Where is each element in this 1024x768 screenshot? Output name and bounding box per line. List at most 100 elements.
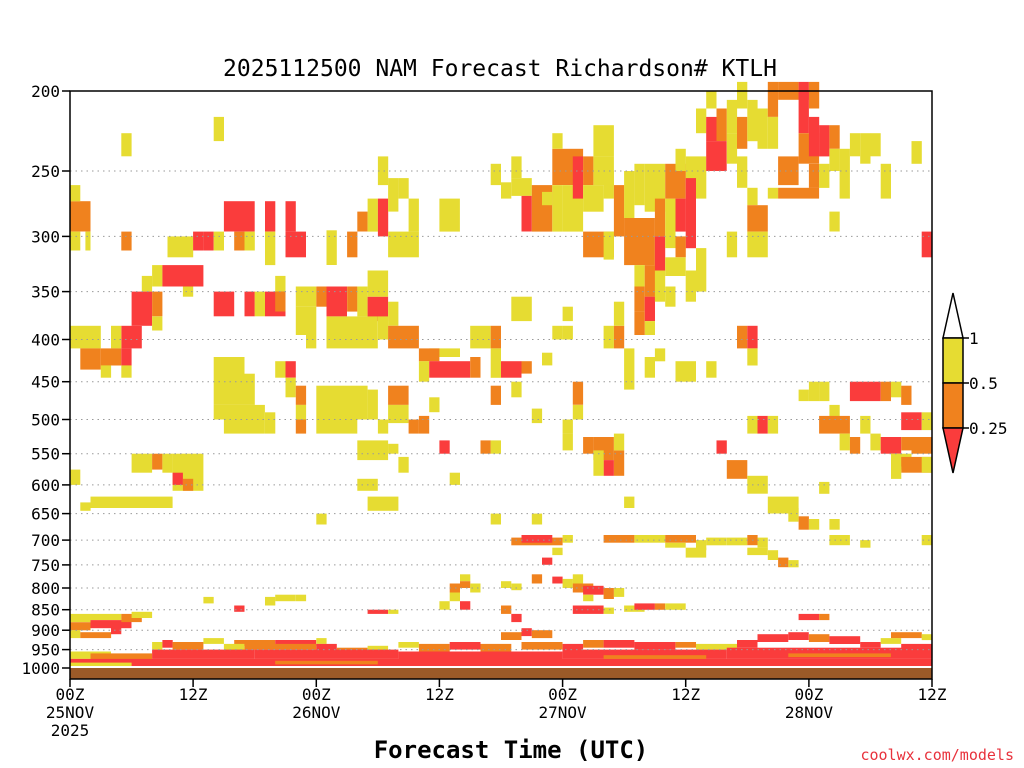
- ri-cell: [80, 348, 101, 370]
- ri-cell: [675, 198, 686, 232]
- ri-cell: [552, 576, 563, 584]
- ri-cell: [480, 643, 512, 652]
- ri-cell: [726, 537, 748, 546]
- ri-cell: [70, 658, 932, 668]
- ri-cell: [603, 588, 614, 599]
- ri-cell: [829, 519, 840, 530]
- ri-cell: [798, 91, 809, 134]
- ri-cell: [819, 163, 830, 188]
- ri-cell: [572, 574, 584, 584]
- ri-cell: [162, 640, 173, 648]
- ri-cell: [634, 603, 655, 610]
- legend-label: 0.25: [969, 419, 1008, 438]
- ri-cell: [901, 412, 922, 431]
- ri-cell: [685, 156, 696, 179]
- ri-cell: [870, 133, 881, 157]
- ri-cell: [593, 125, 614, 157]
- ri-cell: [388, 301, 399, 326]
- y-axis: 200 250 300 350 400 450 500 550 600 650 700 750 800 8…: [21, 82, 70, 678]
- ri-cell: [624, 496, 635, 508]
- legend-swatch: [942, 382, 964, 429]
- ri-cell: [747, 231, 768, 258]
- ri-cell: [326, 286, 347, 317]
- ri-cell: [654, 270, 666, 302]
- ri-cell: [367, 496, 399, 511]
- ri-cell: [470, 325, 491, 349]
- ri-cell: [706, 91, 717, 109]
- y-tick-label: 700: [31, 531, 60, 550]
- ri-cell: [829, 148, 840, 171]
- ri-cell: [234, 640, 276, 646]
- ri-cell: [726, 99, 738, 134]
- ri-cell: [388, 385, 409, 405]
- ri-cell: [316, 385, 368, 420]
- ri-cell: [182, 286, 194, 297]
- x-tick-label: 2025: [51, 721, 90, 740]
- ri-cell: [265, 201, 276, 232]
- ri-cell: [880, 163, 891, 199]
- ri-cell: [408, 198, 419, 232]
- ri-cell: [306, 306, 317, 349]
- ri-cell: [685, 547, 707, 558]
- ri-cell: [747, 325, 758, 349]
- ri-cell: [244, 291, 255, 317]
- ri-cell: [603, 171, 614, 199]
- ri-cell: [665, 198, 676, 249]
- ri-cell: [531, 513, 543, 525]
- ri-cell: [223, 201, 255, 232]
- y-tick-label: 500: [31, 411, 60, 430]
- ri-cell: [501, 581, 512, 588]
- ri-cell: [367, 609, 389, 614]
- ri-cell: [511, 613, 522, 623]
- ri-cell: [121, 325, 142, 349]
- ri-cell: [121, 231, 132, 251]
- ri-cell: [613, 185, 625, 237]
- ri-cell: [603, 325, 614, 349]
- ri-cell: [131, 453, 153, 473]
- ri-cell: [511, 178, 532, 196]
- ri-cell: [562, 643, 584, 652]
- ri-cell: [388, 231, 419, 258]
- ri-cell: [870, 433, 881, 451]
- ri-cell: [85, 231, 91, 251]
- ri-cell: [542, 352, 553, 366]
- ri-cell: [295, 594, 307, 602]
- ri-cell: [788, 508, 799, 522]
- ri-cell: [439, 601, 450, 610]
- ri-cell: [357, 211, 368, 232]
- ri-cell: [767, 550, 779, 560]
- ri-cell: [798, 516, 809, 530]
- ri-cell: [808, 381, 820, 402]
- ri-cell: [819, 381, 830, 402]
- x-tick-label: 12Z: [179, 685, 208, 704]
- ri-cell: [634, 286, 645, 312]
- ri-cell: [644, 357, 655, 378]
- ri-cell: [172, 642, 204, 650]
- ri-cell: [685, 270, 696, 302]
- ri-cell: [152, 453, 163, 470]
- y-tick-label: 950: [31, 641, 60, 660]
- y-tick-label: 550: [31, 445, 60, 464]
- ri-cell: [213, 231, 224, 251]
- y-tick-label: 200: [31, 82, 60, 101]
- ri-cell: [90, 620, 132, 629]
- ri-cell: [70, 622, 91, 631]
- ri-cell: [716, 440, 727, 454]
- ri-cell: [398, 642, 419, 648]
- ri-cell: [275, 275, 286, 297]
- ri-cell: [398, 651, 563, 661]
- ri-cell: [480, 440, 491, 454]
- ri-cell: [501, 605, 512, 614]
- legend-bottom-arrow: [942, 427, 964, 474]
- ri-cell: [70, 469, 81, 485]
- ri-cell: [70, 231, 81, 251]
- ri-cell: [726, 133, 738, 164]
- ri-cell: [152, 291, 163, 317]
- ri-cell: [562, 306, 573, 322]
- y-tick-label: 1000: [21, 659, 60, 678]
- ri-cell: [808, 519, 820, 530]
- credit-text: coolwx.com/models: [860, 746, 1014, 764]
- ri-cell: [624, 171, 635, 218]
- ri-cell: [849, 381, 881, 402]
- ri-cell: [316, 419, 358, 434]
